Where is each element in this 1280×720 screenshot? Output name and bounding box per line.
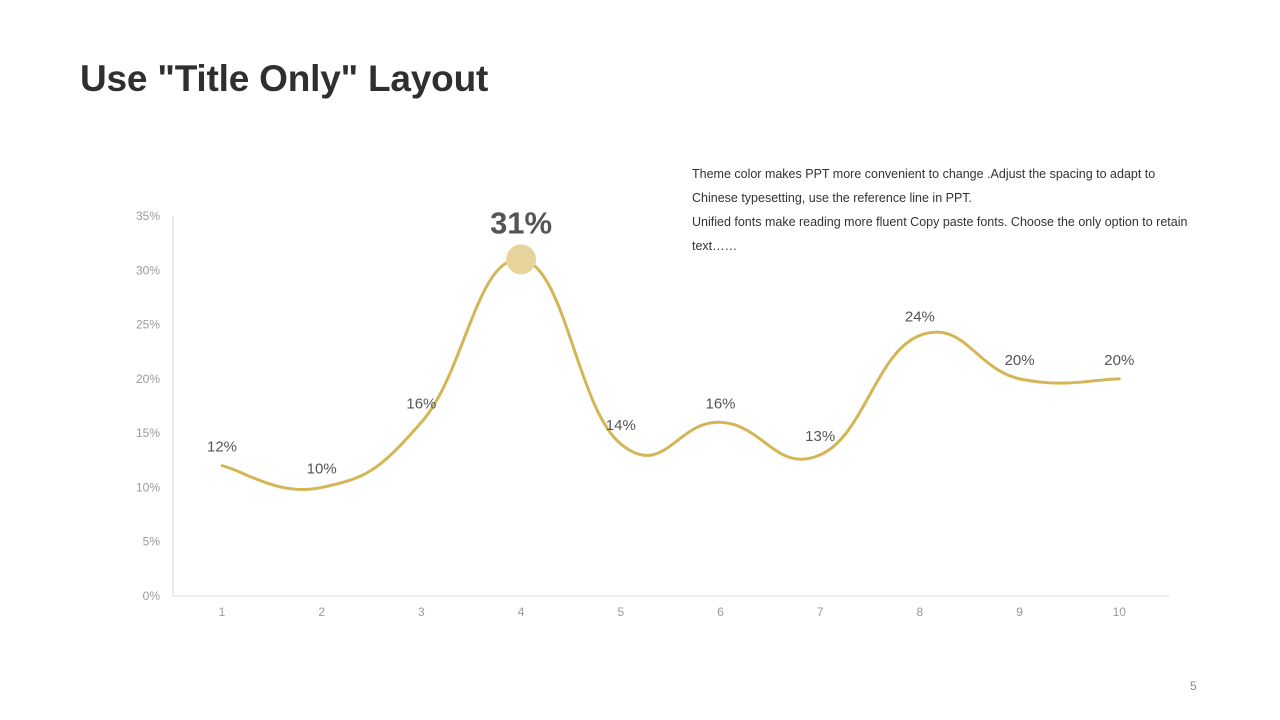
data-label: 20% (1104, 352, 1134, 369)
x-tick-label: 9 (1016, 605, 1023, 619)
x-tick-label: 3 (418, 605, 425, 619)
data-label: 12% (207, 439, 237, 456)
y-tick-label: 20% (136, 372, 160, 386)
y-tick-label: 5% (143, 535, 161, 549)
description-text-block: Theme color makes PPT more convenient to… (692, 162, 1197, 258)
data-label: 13% (805, 428, 835, 445)
y-tick-label: 0% (143, 589, 161, 603)
data-label: 16% (705, 395, 735, 412)
data-label: 14% (606, 417, 636, 434)
peak-data-label: 31% (490, 205, 552, 240)
x-tick-label: 1 (219, 605, 226, 619)
y-tick-label: 15% (136, 426, 160, 440)
y-tick-label: 35% (136, 209, 160, 223)
data-label: 20% (1005, 352, 1035, 369)
y-tick-label: 10% (136, 480, 160, 494)
x-tick-label: 6 (717, 605, 724, 619)
x-axis: 1 2 3 4 5 6 7 8 9 10 (173, 595, 1169, 619)
x-tick-label: 7 (817, 605, 824, 619)
series-line (220, 257, 1121, 491)
x-tick-label: 10 (1113, 605, 1127, 619)
data-label: 16% (406, 395, 436, 412)
data-labels: 12% 10% 16% 31% 14% 16% 13% 24% 20% 20% (207, 205, 1134, 477)
y-tick-label: 30% (136, 263, 160, 277)
page-number: 5 (1190, 679, 1197, 693)
data-label: 24% (905, 308, 935, 325)
x-tick-label: 2 (318, 605, 325, 619)
y-tick-label: 25% (136, 318, 160, 332)
x-tick-label: 5 (617, 605, 624, 619)
y-axis: 0% 5% 10% 15% 20% 25% 30% 35% (136, 209, 174, 603)
description-paragraph-1: Theme color makes PPT more convenient to… (692, 167, 1156, 205)
data-label: 10% (307, 460, 337, 477)
slide-title: Use "Title Only" Layout (80, 58, 489, 99)
peak-point-marker (506, 244, 537, 275)
description-paragraph-2: Unified fonts make reading more fluent C… (692, 215, 1188, 253)
x-tick-label: 8 (917, 605, 924, 619)
x-tick-label: 4 (518, 605, 525, 619)
series-line-group (220, 257, 1121, 491)
